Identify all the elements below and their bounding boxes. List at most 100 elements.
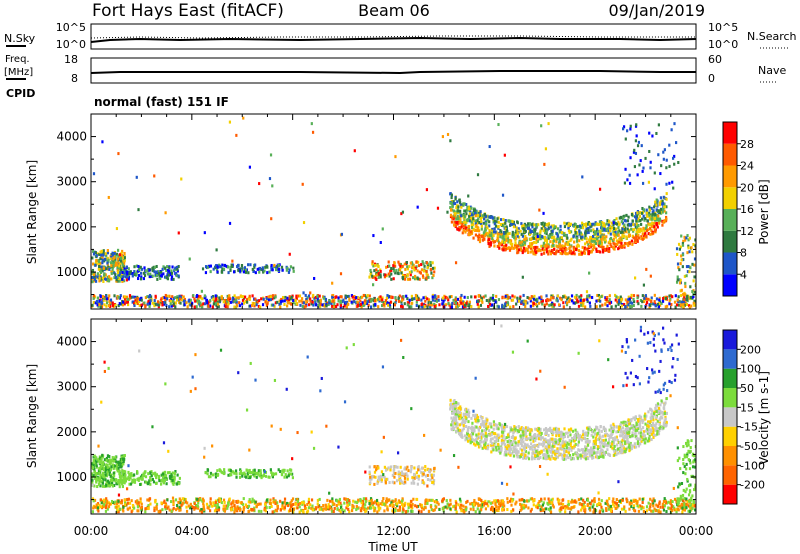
range-gate-cell bbox=[545, 241, 548, 245]
range-gate-cell bbox=[499, 235, 502, 239]
range-gate-cell bbox=[668, 164, 671, 168]
range-gate-cell bbox=[409, 261, 412, 265]
range-gate-cell bbox=[422, 296, 425, 300]
range-gate-cell bbox=[659, 403, 662, 407]
range-gate-cell bbox=[513, 295, 516, 299]
range-gate-cell bbox=[370, 297, 373, 301]
range-gate-cell bbox=[284, 473, 287, 477]
range-gate-cell bbox=[504, 219, 507, 223]
range-gate-cell bbox=[153, 299, 156, 303]
range-gate-cell bbox=[110, 253, 113, 257]
range-gate-cell bbox=[388, 264, 391, 268]
range-gate-cell bbox=[677, 161, 680, 165]
range-gate-cell bbox=[385, 296, 388, 300]
range-gate-cell bbox=[619, 231, 622, 235]
range-gate-cell bbox=[501, 305, 504, 309]
range-gate-cell bbox=[619, 299, 623, 303]
range-gate-cell bbox=[487, 241, 490, 245]
range-gate-cell bbox=[504, 240, 507, 244]
range-gate-cell bbox=[456, 222, 459, 226]
range-gate-cell bbox=[684, 281, 687, 285]
range-gate-cell bbox=[222, 300, 225, 304]
nave-right-tick-top: 60 bbox=[708, 53, 722, 66]
range-gate-cell bbox=[164, 293, 167, 297]
range-gate-cell bbox=[552, 244, 555, 248]
range-gate-cell bbox=[602, 224, 605, 228]
range-gate-cell bbox=[228, 295, 231, 299]
range-gate-cell bbox=[624, 226, 627, 230]
range-gate-cell bbox=[491, 296, 494, 300]
range-gate-cell bbox=[671, 180, 674, 184]
range-gate-cell bbox=[143, 301, 146, 305]
range-gate-cell bbox=[231, 297, 234, 301]
range-gate-cell bbox=[151, 301, 154, 305]
range-gate-cell bbox=[421, 474, 424, 478]
range-gate-cell bbox=[540, 124, 543, 128]
range-gate-cell bbox=[634, 124, 638, 128]
range-gate-cell bbox=[116, 480, 119, 484]
range-gate-cell bbox=[679, 303, 682, 307]
range-gate-cell bbox=[456, 426, 459, 430]
range-gate-cell bbox=[314, 299, 317, 303]
range-gate-cell bbox=[449, 398, 452, 402]
range-gate-cell bbox=[457, 217, 460, 221]
range-gate-cell bbox=[450, 423, 453, 427]
range-gate-cell bbox=[515, 302, 518, 306]
range-gate-cell bbox=[689, 285, 692, 289]
range-gate-cell bbox=[105, 472, 108, 476]
range-gate-cell bbox=[98, 303, 101, 307]
range-gate-cell bbox=[238, 472, 241, 476]
range-gate-cell bbox=[621, 234, 625, 238]
range-gate-cell bbox=[432, 473, 435, 477]
range-gate-cell bbox=[628, 234, 631, 238]
range-gate-cell bbox=[120, 251, 123, 255]
range-gate-cell bbox=[101, 295, 105, 299]
range-gate-cell bbox=[403, 476, 407, 480]
range-gate-cell bbox=[685, 274, 688, 278]
range-gate-cell bbox=[420, 268, 424, 272]
range-gate-cell bbox=[105, 304, 108, 308]
range-gate-cell bbox=[617, 298, 621, 302]
range-gate-cell bbox=[372, 283, 375, 287]
range-gate-cell bbox=[205, 301, 209, 305]
range-gate-cell bbox=[105, 456, 109, 460]
range-gate-cell bbox=[394, 155, 397, 159]
range-gate-cell bbox=[632, 297, 635, 301]
range-gate-cell bbox=[636, 211, 639, 215]
range-gate-cell bbox=[424, 465, 427, 469]
range-gate-cell bbox=[582, 429, 585, 433]
range-gate-cell bbox=[608, 301, 611, 305]
range-gate-cell bbox=[226, 305, 229, 309]
range-gate-cell bbox=[103, 303, 106, 307]
range-gate-cell bbox=[629, 441, 632, 445]
range-gate-cell bbox=[227, 271, 230, 275]
range-gate-cell bbox=[275, 265, 279, 269]
range-gate-cell bbox=[274, 295, 277, 299]
range-gate-cell bbox=[281, 268, 284, 272]
range-gate-cell bbox=[663, 148, 666, 152]
range-gate-cell bbox=[120, 253, 124, 257]
range-gate-cell bbox=[673, 162, 676, 166]
range-gate-cell bbox=[157, 272, 161, 276]
range-gate-cell bbox=[121, 277, 124, 281]
range-gate-cell bbox=[99, 305, 102, 309]
range-gate-cell bbox=[101, 484, 105, 488]
range-gate-cell bbox=[545, 247, 548, 251]
range-gate-cell bbox=[99, 473, 102, 477]
range-gate-cell bbox=[507, 448, 511, 452]
range-gate-cell bbox=[557, 249, 560, 253]
range-gate-cell bbox=[515, 236, 518, 240]
range-gate-cell bbox=[510, 298, 513, 302]
range-gate-cell bbox=[624, 298, 627, 302]
range-gate-cell bbox=[149, 299, 152, 303]
range-gate-cell bbox=[542, 448, 545, 452]
range-gate-cell bbox=[264, 474, 268, 478]
range-gate-cell bbox=[410, 481, 413, 485]
range-gate-cell bbox=[305, 300, 308, 304]
range-gate-cell bbox=[110, 465, 113, 469]
range-gate-cell bbox=[487, 433, 490, 437]
range-gate-cell bbox=[461, 302, 464, 306]
range-gate-cell bbox=[566, 243, 569, 247]
range-gate-cell bbox=[107, 265, 110, 269]
range-gate-cell bbox=[609, 240, 612, 244]
